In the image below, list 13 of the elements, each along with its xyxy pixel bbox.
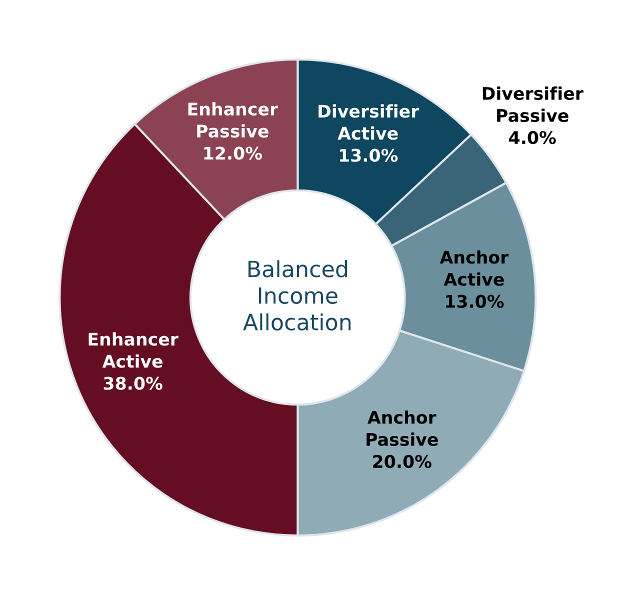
data-label: 12.0% — [204, 146, 262, 160]
slice-label: Enhancer Passive — [188, 102, 278, 138]
slice-label: Anchor Passive — [366, 410, 438, 446]
data-label: 38.0% — [104, 376, 162, 390]
data-label: 20.0% — [373, 454, 432, 468]
text: Balanced Income Allocation — [243, 260, 351, 331]
data-label: 13.0% — [340, 148, 398, 162]
data-label: 13.0% — [446, 294, 504, 308]
slice-label: Enhancer Active — [88, 332, 178, 368]
slice-label: Anchor Active — [440, 250, 509, 286]
slice-label: Diversifier Passive — [482, 86, 584, 122]
data-label: 4.0% — [509, 131, 556, 144]
slice-label: Diversifier Active — [318, 104, 420, 140]
